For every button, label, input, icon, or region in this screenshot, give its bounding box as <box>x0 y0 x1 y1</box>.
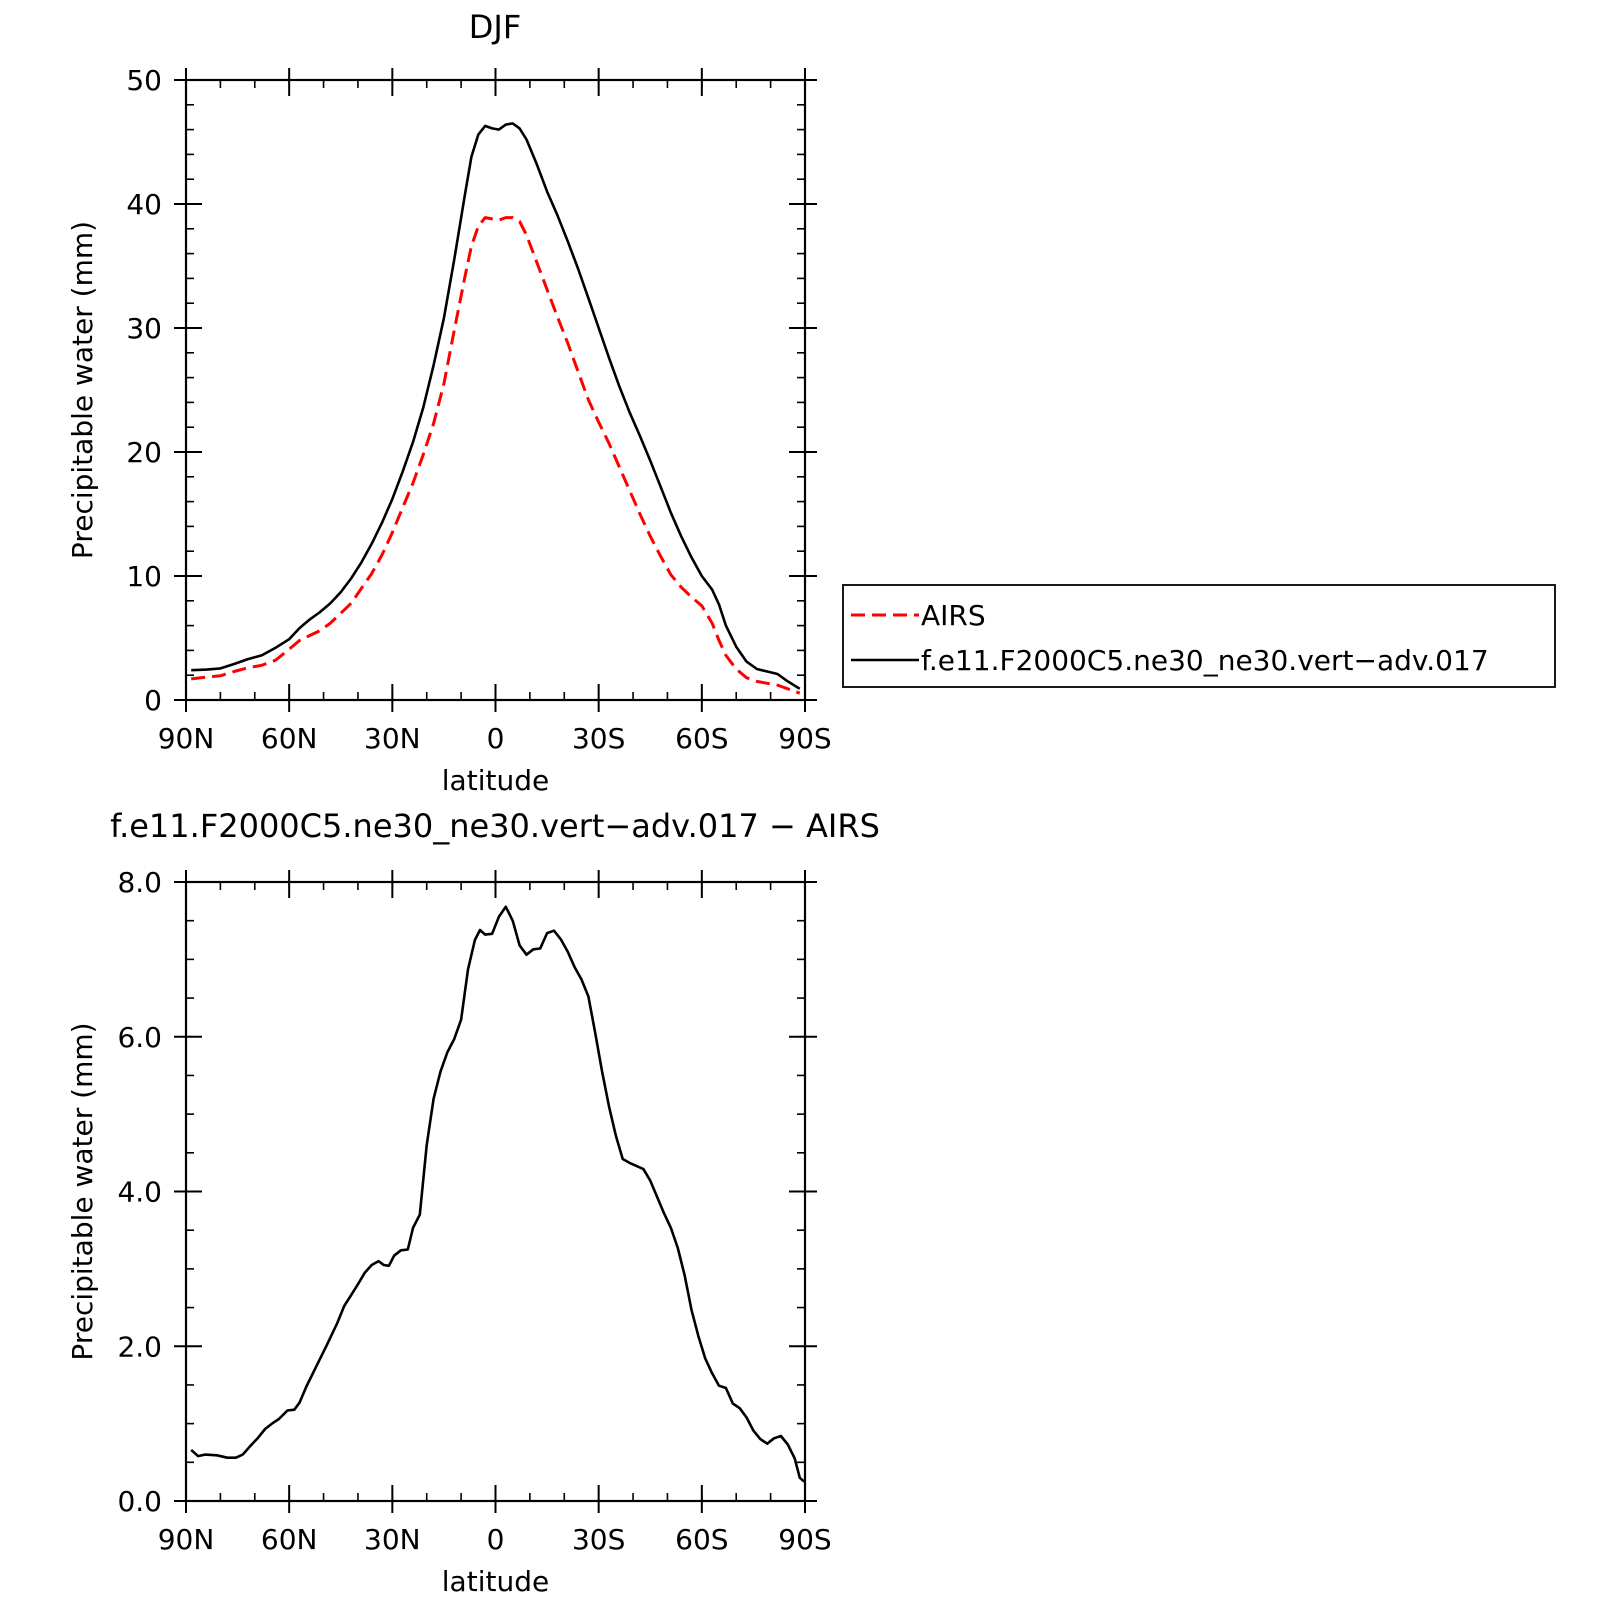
x-tick-label: 90S <box>778 1523 831 1556</box>
y-axis-label: Precipitable water (mm) <box>66 221 99 559</box>
x-tick-label: 60N <box>261 722 318 755</box>
plot-frame <box>184 880 807 1503</box>
x-tick-label: 60S <box>675 722 728 755</box>
x-tick-label: 90N <box>158 1523 215 1556</box>
legend-box <box>842 584 1556 688</box>
x-tick-label: 30S <box>572 722 625 755</box>
x-tick-label: 0 <box>487 1523 505 1556</box>
top-chart-djf: DJF 0 10 20 30 40 50 90N 60N 30N 0 30S 60S 90S latitud… <box>66 8 832 797</box>
y-tick-label: 0.0 <box>117 1485 162 1518</box>
x-axis-label: latitude <box>442 764 549 797</box>
y-tick-label: 8.0 <box>117 866 162 899</box>
legend-label-0: AIRS <box>921 599 986 632</box>
y-tick-label: 6.0 <box>117 1021 162 1054</box>
bottom-chart-difference: f.e11.F2000C5.ne30_ne30.vert−adv.017 − A… <box>66 807 880 1598</box>
x-tick-label: 30N <box>364 722 421 755</box>
legend-label-1: f.e11.F2000C5.ne30_ne30.vert−adv.017 <box>921 644 1489 677</box>
x-tick-label: 90N <box>158 722 215 755</box>
series-line-0 <box>191 216 801 695</box>
x-tick-label: 30S <box>572 1523 625 1556</box>
y-tick-label: 40 <box>126 188 162 221</box>
series-line-1 <box>191 122 801 690</box>
series-line-0 <box>190 905 806 1483</box>
y-tick-label: 30 <box>126 312 162 345</box>
y-tick-label: 0 <box>144 684 162 717</box>
y-tick-label: 2.0 <box>117 1330 162 1363</box>
x-axis-label: latitude <box>442 1565 549 1598</box>
legend: AIRS f.e11.F2000C5.ne30_ne30.vert−adv.017 <box>842 584 1556 688</box>
y-tick-label: 4.0 <box>117 1176 162 1209</box>
x-tick-label: 0 <box>487 722 505 755</box>
x-tick-label: 60S <box>675 1523 728 1556</box>
y-axis-label: Precipitable water (mm) <box>66 1022 99 1360</box>
x-tick-label: 60N <box>261 1523 318 1556</box>
plot-frame <box>184 78 807 702</box>
chart-title: f.e11.F2000C5.ne30_ne30.vert−adv.017 − A… <box>110 807 880 845</box>
chart-title: DJF <box>469 8 521 46</box>
y-tick-label: 50 <box>126 64 162 97</box>
x-tick-label: 90S <box>778 722 831 755</box>
y-tick-label: 10 <box>126 560 162 593</box>
x-tick-label: 30N <box>364 1523 421 1556</box>
y-tick-label: 20 <box>126 436 162 469</box>
